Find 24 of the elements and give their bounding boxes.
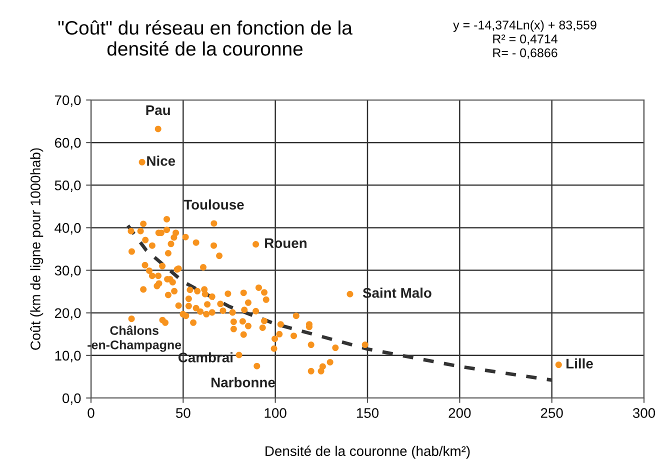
x-tick-label: 150 bbox=[356, 408, 379, 418]
annotation: Pau bbox=[146, 105, 170, 116]
x-axis-title: Densité de la couronne (hab/km²) bbox=[266, 446, 470, 459]
x-tick-label: 50 bbox=[176, 408, 190, 418]
y-tick-label: 50,0 bbox=[54, 180, 81, 192]
text: y = -14,374Ln(x) + 83,559 R² = 0,4714 R= - 0,6866 bbox=[453, 20, 596, 59]
y-tick-label: 10,0 bbox=[55, 350, 81, 362]
y-tick-label: 60,0 bbox=[54, 138, 81, 150]
annotation: Nice bbox=[147, 156, 176, 166]
x-tick-label: 100 bbox=[264, 408, 286, 418]
y-tick-label: 0,0 bbox=[62, 393, 81, 405]
y-tick-label: 70,0 bbox=[54, 95, 81, 107]
x-tick-label: 200 bbox=[448, 408, 471, 418]
x-tick-label: 250 bbox=[540, 408, 563, 418]
annotation: Lille bbox=[566, 358, 593, 369]
y-tick-label: 30,0 bbox=[54, 266, 81, 278]
annotation: Toulouse bbox=[184, 199, 244, 210]
y-axis-title: Coût (km de ligne pour 1000hab) bbox=[30, 148, 44, 350]
y-tick-label: 40,0 bbox=[54, 223, 81, 235]
x-tick-label: 0 bbox=[88, 408, 94, 418]
chart-title: "Coût" du réseau en fonction de la densité de la couronne bbox=[58, 20, 352, 56]
x-tick-label: 300 bbox=[632, 408, 656, 418]
annotation: Narbonne bbox=[212, 377, 275, 388]
y-tick-label: 20,0 bbox=[54, 308, 81, 320]
